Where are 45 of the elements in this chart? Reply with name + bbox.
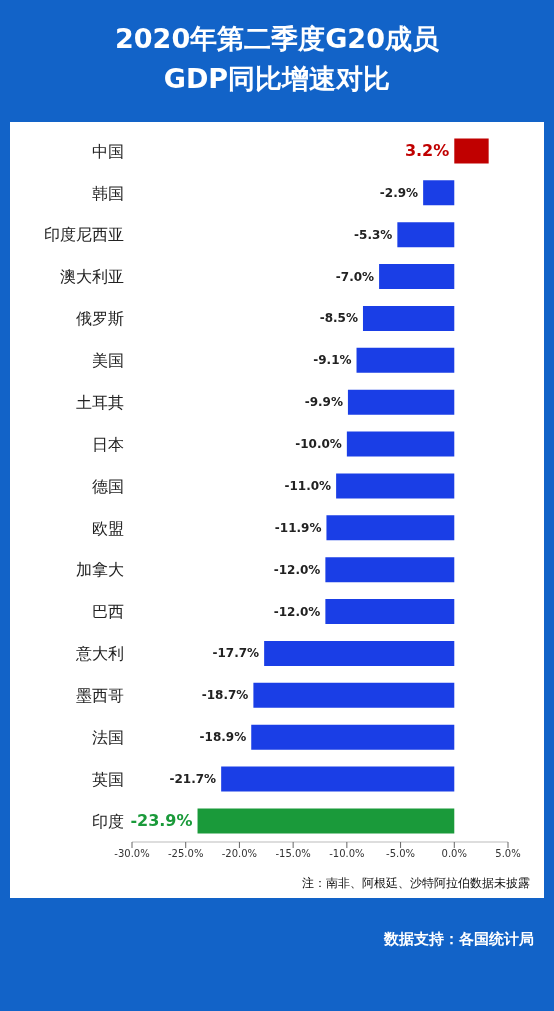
data-label: -10.0% <box>295 437 342 452</box>
text: 注：南非、阿根廷、沙特阿拉伯数据未披露 <box>302 875 530 892</box>
y-tick-label: 法国 <box>92 727 124 747</box>
data-label: -8.5% <box>319 311 358 326</box>
chart-title: 2020年第二季度G20成员 GDP同比增速对比 <box>114 22 440 96</box>
y-tick-label: 德国 <box>92 476 124 496</box>
x-tick-label: 0.0% <box>441 848 467 860</box>
text: 数据支持：各国统计局 <box>384 930 534 949</box>
data-label: -7.0% <box>335 269 375 284</box>
data-label: -5.3% <box>354 227 393 242</box>
y-tick-label: 土耳其 <box>76 392 124 412</box>
y-tick-label: 澳大利亚 <box>60 267 124 287</box>
y-tick-label: 欧盟 <box>92 518 124 538</box>
y-tick-label: 印度 <box>92 811 124 831</box>
data-label: -12.0% <box>273 562 321 577</box>
x-tick-label: -30.0% <box>114 848 150 860</box>
x-tick-label: -15.0% <box>275 848 311 860</box>
x-tick-label: -20.0% <box>221 848 258 860</box>
data-label: 3.2% <box>404 141 450 161</box>
y-tick-label: 俄罗斯 <box>76 309 124 329</box>
data-label: -2.9% <box>379 185 419 200</box>
y-tick-label: 意大利 <box>75 644 124 664</box>
y-tick-label: 日本 <box>92 434 124 454</box>
data-label: -18.7% <box>201 688 249 703</box>
y-tick-label: 中国 <box>92 141 124 161</box>
data-label: -21.7% <box>169 772 217 787</box>
y-tick-label: 美国 <box>92 351 124 371</box>
data-label: -23.9% <box>130 811 193 831</box>
x-tick-label: 5.0% <box>495 848 521 860</box>
y-tick-label: 英国 <box>92 769 124 789</box>
y-tick-label: 韩国 <box>92 183 124 203</box>
data-label: -18.9% <box>199 730 247 745</box>
x-tick-label: -5.0% <box>386 848 416 860</box>
data-label: -12.0% <box>273 604 321 619</box>
x-tick-label: -10.0% <box>329 848 365 860</box>
y-tick-label: 墨西哥 <box>76 686 124 706</box>
y-tick-label: 巴西 <box>92 602 124 622</box>
data-label: -11.0% <box>284 478 332 493</box>
data-label: -9.1% <box>313 353 352 368</box>
data-label: -11.9% <box>274 520 322 535</box>
x-tick-label: -25.0% <box>168 848 204 860</box>
data-label: -17.7% <box>212 646 260 661</box>
data-label: -9.9% <box>304 395 343 410</box>
y-tick-label: 加拿大 <box>76 560 124 580</box>
y-tick-label: 印度尼西亚 <box>44 225 124 245</box>
